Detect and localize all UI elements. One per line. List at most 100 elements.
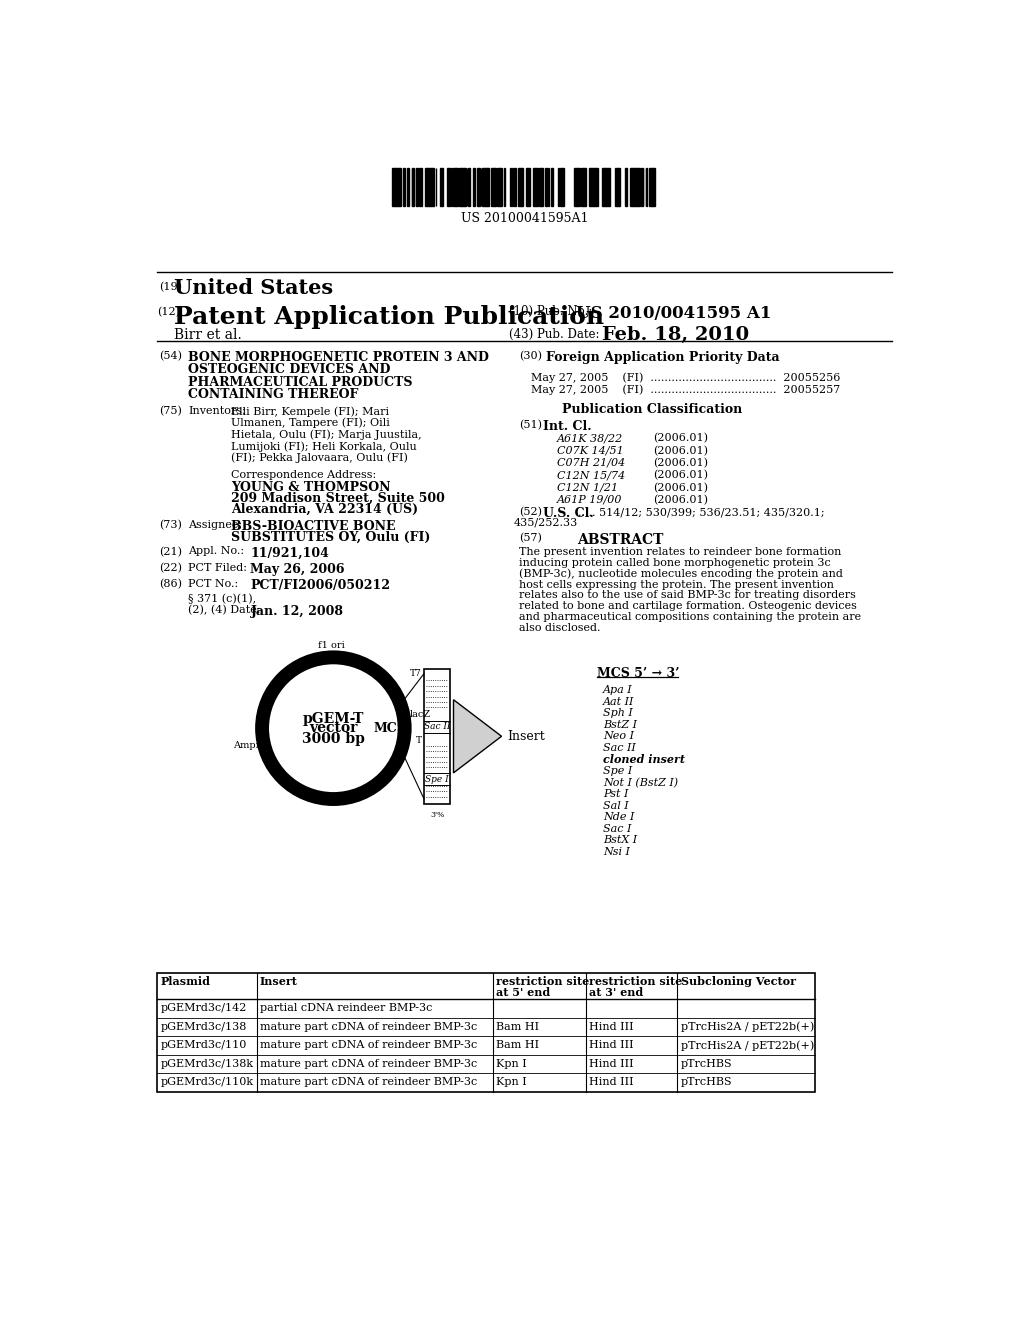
Text: (FI); Pekka Jalovaara, Oulu (FI): (FI); Pekka Jalovaara, Oulu (FI) bbox=[231, 453, 408, 463]
Bar bbox=[457, 168, 458, 206]
Text: Hind III: Hind III bbox=[589, 1077, 634, 1086]
Bar bbox=[625, 168, 627, 206]
Bar bbox=[539, 168, 541, 206]
Text: Foreign Application Priority Data: Foreign Application Priority Data bbox=[547, 351, 780, 364]
Bar bbox=[425, 168, 426, 206]
Bar bbox=[482, 168, 484, 206]
Bar bbox=[582, 168, 583, 206]
Text: (75): (75) bbox=[159, 407, 182, 417]
Bar bbox=[641, 168, 643, 206]
Text: BstX I: BstX I bbox=[603, 836, 637, 845]
Text: Sph I: Sph I bbox=[603, 708, 633, 718]
Text: Publication Classification: Publication Classification bbox=[562, 404, 742, 416]
Text: pTrcHis2A / pET22b(+): pTrcHis2A / pET22b(+) bbox=[681, 1022, 814, 1032]
Text: host cells expressing the protein. The present invention: host cells expressing the protein. The p… bbox=[519, 579, 835, 590]
Bar bbox=[583, 168, 586, 206]
Text: C07H 21/04: C07H 21/04 bbox=[557, 458, 625, 467]
Text: PCT Filed:: PCT Filed: bbox=[188, 562, 248, 573]
Text: mature part cDNA of reindeer BMP-3c: mature part cDNA of reindeer BMP-3c bbox=[260, 1040, 477, 1049]
Text: pTrcHBS: pTrcHBS bbox=[681, 1077, 732, 1086]
Bar bbox=[575, 168, 579, 206]
Text: Subcloning Vector: Subcloning Vector bbox=[681, 977, 796, 987]
Text: also disclosed.: also disclosed. bbox=[519, 623, 601, 632]
Text: BBS-BIOACTIVE BONE: BBS-BIOACTIVE BONE bbox=[231, 520, 395, 533]
Text: Sac II: Sac II bbox=[424, 722, 451, 731]
Text: mature part cDNA of reindeer BMP-3c: mature part cDNA of reindeer BMP-3c bbox=[260, 1077, 477, 1086]
Text: (54): (54) bbox=[159, 351, 182, 362]
Bar bbox=[606, 168, 608, 206]
Bar bbox=[413, 168, 414, 206]
Bar bbox=[393, 168, 395, 206]
Text: 3000 bp: 3000 bp bbox=[302, 733, 365, 746]
Bar bbox=[158, 973, 815, 1092]
Text: § 371 (c)(1),: § 371 (c)(1), bbox=[188, 594, 257, 605]
Text: partial cDNA reindeer BMP-3c: partial cDNA reindeer BMP-3c bbox=[260, 1003, 432, 1012]
Text: 11/921,104: 11/921,104 bbox=[251, 546, 330, 560]
Bar bbox=[441, 168, 442, 206]
Text: (BMP-3c), nucleotide molecules encoding the protein and: (BMP-3c), nucleotide molecules encoding … bbox=[519, 569, 843, 579]
Text: 435/252.33: 435/252.33 bbox=[513, 517, 578, 528]
Text: Feb. 18, 2010: Feb. 18, 2010 bbox=[602, 326, 750, 345]
Bar bbox=[535, 168, 538, 206]
Text: Sal I: Sal I bbox=[603, 800, 629, 810]
Text: pTrcHBS: pTrcHBS bbox=[681, 1059, 732, 1068]
Text: (73): (73) bbox=[159, 520, 182, 531]
Text: Hietala, Oulu (FI); Marja Juustila,: Hietala, Oulu (FI); Marja Juustila, bbox=[231, 429, 422, 440]
Text: pGEMrd3c/138: pGEMrd3c/138 bbox=[161, 1022, 247, 1031]
Text: Pst I: Pst I bbox=[603, 789, 629, 799]
Text: (2006.01): (2006.01) bbox=[652, 483, 708, 492]
Bar bbox=[532, 168, 535, 206]
Text: (2006.01): (2006.01) bbox=[652, 470, 708, 480]
Text: (86): (86) bbox=[159, 579, 182, 589]
Text: Plasmid: Plasmid bbox=[161, 977, 211, 987]
Text: 209 Madison Street, Suite 500: 209 Madison Street, Suite 500 bbox=[231, 492, 445, 504]
Text: Inventors:: Inventors: bbox=[188, 407, 246, 416]
Text: PCT No.:: PCT No.: bbox=[188, 579, 239, 589]
Text: Spe I: Spe I bbox=[425, 775, 450, 784]
Text: CONTAINING THEREOF: CONTAINING THEREOF bbox=[188, 388, 358, 401]
Text: Correspondence Address:: Correspondence Address: bbox=[231, 470, 377, 480]
Text: Neo I: Neo I bbox=[603, 731, 634, 742]
Bar bbox=[462, 168, 464, 206]
Text: May 26, 2006: May 26, 2006 bbox=[251, 562, 345, 576]
Text: T7: T7 bbox=[410, 669, 422, 678]
Bar bbox=[635, 168, 636, 206]
Text: Aat II: Aat II bbox=[603, 697, 635, 706]
Text: at 5' end: at 5' end bbox=[496, 987, 550, 998]
Text: (12): (12) bbox=[157, 308, 179, 317]
Text: ..... 514/12; 530/399; 536/23.51; 435/320.1;: ..... 514/12; 530/399; 536/23.51; 435/32… bbox=[578, 507, 824, 517]
Text: Hind III: Hind III bbox=[589, 1059, 634, 1068]
Text: C12N 15/74: C12N 15/74 bbox=[557, 470, 625, 480]
Bar bbox=[601, 168, 603, 206]
Text: Insert: Insert bbox=[260, 977, 298, 987]
Text: SUBSTITUTES OY, Oulu (FI): SUBSTITUTES OY, Oulu (FI) bbox=[231, 531, 430, 544]
Text: (19): (19) bbox=[159, 281, 182, 292]
Text: lacZ: lacZ bbox=[410, 710, 430, 719]
Text: pGEMrd3c/142: pGEMrd3c/142 bbox=[161, 1003, 247, 1012]
Text: mature part cDNA of reindeer BMP-3c: mature part cDNA of reindeer BMP-3c bbox=[260, 1022, 477, 1031]
Bar bbox=[492, 168, 494, 206]
Text: pGEMrd3c/138k: pGEMrd3c/138k bbox=[161, 1059, 254, 1068]
Text: (51): (51) bbox=[519, 420, 543, 430]
Text: Hind III: Hind III bbox=[589, 1022, 634, 1031]
Text: Apa I: Apa I bbox=[603, 685, 633, 696]
Text: Not I (BstZ I): Not I (BstZ I) bbox=[603, 777, 678, 788]
Text: (52): (52) bbox=[519, 507, 543, 517]
Text: BONE MORPHOGENETIC PROTEIN 3 AND: BONE MORPHOGENETIC PROTEIN 3 AND bbox=[188, 351, 489, 364]
Bar bbox=[615, 168, 617, 206]
Text: United States: United States bbox=[174, 277, 334, 298]
Bar bbox=[561, 168, 563, 206]
Text: C07K 14/51: C07K 14/51 bbox=[557, 446, 624, 455]
Text: 3'%: 3'% bbox=[430, 810, 444, 818]
Text: Alexandria, VA 22314 (US): Alexandria, VA 22314 (US) bbox=[231, 503, 418, 516]
Text: T: T bbox=[416, 737, 422, 744]
Text: and pharmaceutical compositions containing the protein are: and pharmaceutical compositions containi… bbox=[519, 612, 861, 622]
Text: restriction site: restriction site bbox=[589, 977, 682, 987]
Text: U.S. Cl.: U.S. Cl. bbox=[543, 507, 593, 520]
Text: (43) Pub. Date:: (43) Pub. Date: bbox=[509, 327, 600, 341]
Text: pGEMrd3c/110: pGEMrd3c/110 bbox=[161, 1040, 247, 1049]
Bar bbox=[633, 168, 635, 206]
Text: Nsi I: Nsi I bbox=[603, 847, 630, 857]
Text: PCT/FI2006/050212: PCT/FI2006/050212 bbox=[251, 579, 390, 591]
Bar bbox=[637, 168, 639, 206]
